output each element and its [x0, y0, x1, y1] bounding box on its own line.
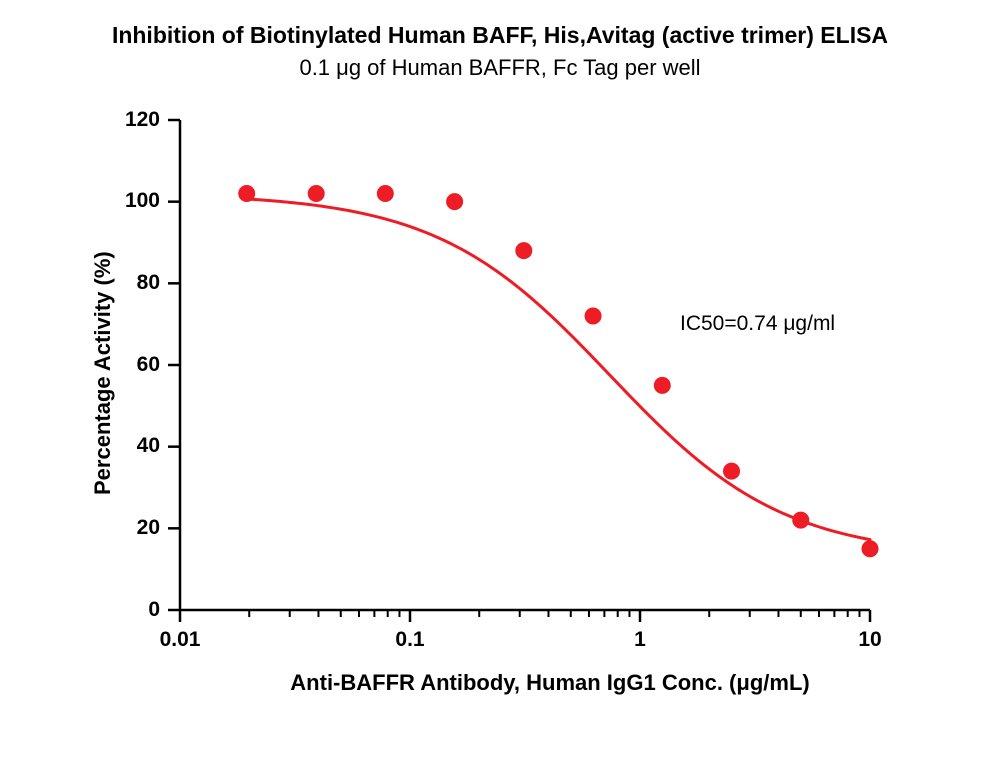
data-point	[862, 541, 878, 557]
fit-curve	[247, 199, 870, 540]
data-point	[516, 243, 532, 259]
data-point	[654, 377, 670, 393]
y-tick-label: 20	[137, 516, 160, 540]
ic50-annotation: IC50=0.74 μg/ml	[680, 312, 835, 336]
y-tick-label: 0	[148, 598, 160, 622]
data-point	[585, 308, 601, 324]
data-point	[793, 512, 809, 528]
y-tick-label: 60	[137, 353, 160, 377]
x-tick-label: 10	[830, 628, 910, 652]
y-tick-label: 80	[137, 271, 160, 295]
data-point	[377, 186, 393, 202]
data-point	[308, 186, 324, 202]
data-point	[724, 463, 740, 479]
x-tick-label: 1	[600, 628, 680, 652]
y-axis-label: Percentage Activity (%)	[90, 251, 116, 495]
y-tick-label: 40	[137, 434, 160, 458]
data-point	[447, 194, 463, 210]
x-tick-label: 0.1	[370, 628, 450, 652]
chart-container: Inhibition of Biotinylated Human BAFF, H…	[0, 0, 1000, 770]
y-tick-label: 120	[125, 108, 160, 132]
x-axis-label: Anti-BAFFR Antibody, Human IgG1 Conc. (μ…	[0, 670, 1000, 696]
data-point	[239, 186, 255, 202]
y-tick-label: 100	[125, 189, 160, 213]
x-tick-label: 0.01	[140, 628, 220, 652]
